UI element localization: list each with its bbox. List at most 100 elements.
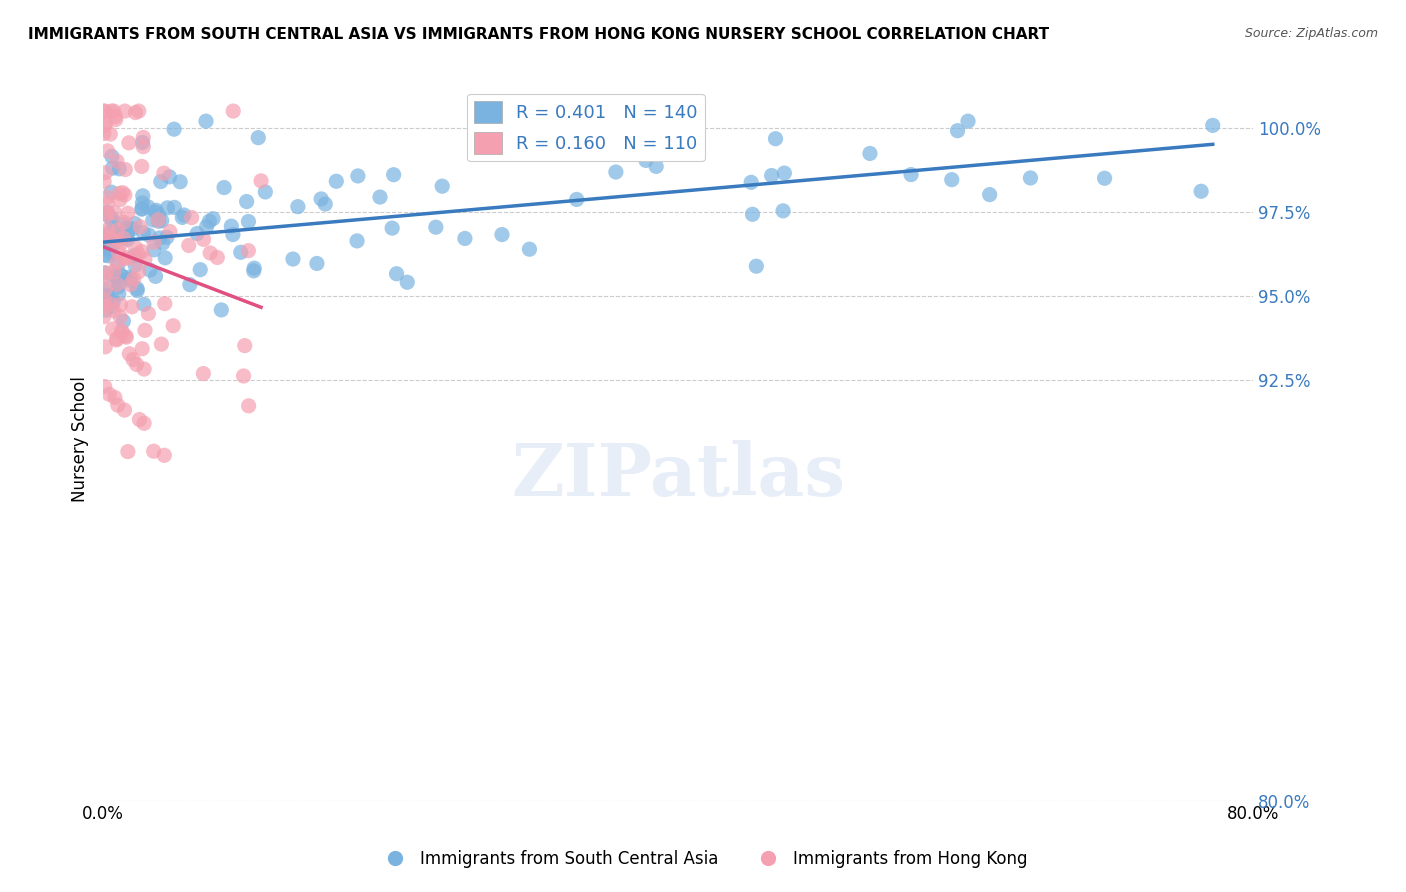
Point [118,347,141,361]
Point [121,222,143,236]
Point [93,104,115,119]
Point [108,193,131,207]
Point [93,175,115,189]
Point [491,227,513,242]
Point [156,201,179,215]
Point [94,303,117,318]
Point [148,214,170,228]
Point [103,104,125,119]
Point [105,154,128,169]
Point [93,206,115,220]
Point [114,329,136,343]
Point [121,300,143,314]
Point [127,284,149,298]
Point [385,267,408,281]
Point [305,256,328,270]
Point [101,149,124,163]
Point [188,262,211,277]
Point [112,252,135,266]
Point [162,318,184,333]
Point [100,226,122,240]
Point [94,282,117,296]
Legend: R = 0.401   N = 140, R = 0.160   N = 110: R = 0.401 N = 140, R = 0.160 N = 110 [467,94,704,161]
Point [110,298,132,312]
Point [946,124,969,138]
Point [107,398,129,412]
Point [93,300,115,314]
Point [519,242,541,256]
Point [233,338,256,352]
Point [108,310,131,324]
Point [177,238,200,252]
Point [98,232,121,246]
Point [156,230,179,244]
Point [645,160,668,174]
Point [104,205,127,219]
Point [128,265,150,279]
Point [94,266,117,280]
Point [132,130,155,145]
Point [765,132,787,146]
Point [148,208,170,222]
Point [139,263,162,277]
Point [93,310,115,324]
Point [1202,119,1225,133]
Point [107,244,129,259]
Point [111,326,134,340]
Point [118,273,141,287]
Point [115,251,138,265]
Point [127,247,149,261]
Point [96,196,118,211]
Point [740,175,762,189]
Point [101,211,124,226]
Point [93,282,115,296]
Point [145,203,167,218]
Point [314,197,336,211]
Point [115,330,138,344]
Point [142,243,165,257]
Point [114,229,136,244]
Point [122,352,145,367]
Point [105,226,128,240]
Point [250,174,273,188]
Point [115,227,138,242]
Point [132,297,155,311]
Point [97,249,120,263]
Point [186,227,208,241]
Point [382,168,405,182]
Point [173,208,195,222]
Point [124,105,146,120]
Point [247,130,270,145]
Point [94,340,117,354]
Text: Source: ZipAtlas.com: Source: ZipAtlas.com [1244,27,1378,40]
Point [125,282,148,296]
Point [97,241,120,255]
Point [238,244,260,258]
Point [1189,184,1212,198]
Point [100,185,122,199]
Point [131,342,153,356]
Point [107,277,129,292]
Point [94,166,117,180]
Point [243,261,266,276]
Point [941,172,963,186]
Point [97,288,120,302]
Point [238,399,260,413]
Point [134,323,156,337]
Point [94,240,117,254]
Point [107,280,129,294]
Point [103,233,125,247]
Point [309,192,332,206]
Point [112,215,135,229]
Point [104,112,127,127]
Point [180,211,202,225]
Point [96,190,118,204]
Point [107,287,129,301]
Point [153,448,176,462]
Point [120,277,142,292]
Point [153,296,176,310]
Point [94,288,117,302]
Point [132,226,155,240]
Point [110,235,132,250]
Point [145,269,167,284]
